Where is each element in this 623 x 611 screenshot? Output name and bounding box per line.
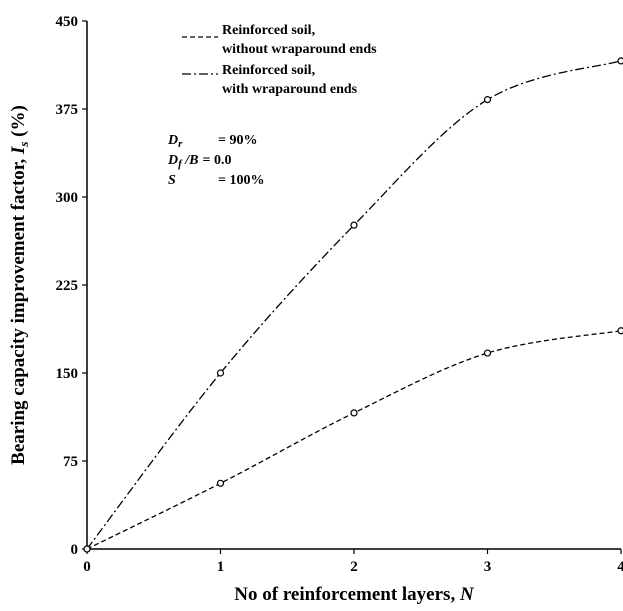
legend-label-1-line1: Reinforced soil, xyxy=(222,63,315,78)
legend-label-1-line2: with wraparound ends xyxy=(222,82,358,97)
x-tick-label-3: 3 xyxy=(484,559,492,575)
param-dfb: Df /B = 0.0 xyxy=(167,153,232,170)
param-dr: Dr = 90% xyxy=(167,133,257,150)
parameter-annotations: Dr = 90% Df /B = 0.0 S = 100% xyxy=(167,133,264,188)
x-tick-label-1: 1 xyxy=(217,559,225,575)
y-ticks: 0 75 150 225 300 375 450 xyxy=(56,14,87,558)
legend-label-0-line1: Reinforced soil, xyxy=(222,23,315,38)
x-ticks: 0 1 2 3 4 xyxy=(83,549,623,575)
x-tick-label-4: 4 xyxy=(617,559,623,575)
y-tick-label-1: 75 xyxy=(63,454,78,470)
series-1-point-4 xyxy=(617,57,623,65)
series-line-1 xyxy=(86,60,622,550)
x-tick-label-2: 2 xyxy=(350,559,358,575)
x-axis-title: No of reinforcement layers, N xyxy=(234,584,475,605)
series-1-point-2 xyxy=(350,221,358,229)
y-tick-label-3: 225 xyxy=(56,278,79,294)
x-tick-label-0: 0 xyxy=(83,559,91,575)
series-0-point-3 xyxy=(483,349,492,357)
y-tick-label-6: 450 xyxy=(56,14,79,30)
legend-label-0-line2: without wraparound ends xyxy=(222,42,377,57)
y-tick-label-5: 375 xyxy=(56,102,79,118)
legend: Reinforced soil, without wraparound ends… xyxy=(182,23,377,97)
series-0-point-2 xyxy=(350,409,358,417)
y-tick-label-0: 0 xyxy=(71,542,79,558)
y-tick-label-4: 300 xyxy=(56,190,79,206)
plot-area: 0 1 2 3 4 0 75 150 225 300 375 450 xyxy=(56,14,623,575)
series-0-point-1 xyxy=(216,479,225,487)
y-axis-title: Bearing capacity improvement factor, Is … xyxy=(8,105,31,465)
series-line-0 xyxy=(86,330,622,550)
series-0-point-4 xyxy=(617,327,623,335)
y-tick-label-2: 150 xyxy=(56,366,79,382)
series-layer xyxy=(83,57,623,553)
param-s: S = 100% xyxy=(168,173,264,188)
series-1-point-3 xyxy=(483,96,492,104)
series-1-point-0 xyxy=(83,545,91,553)
series-1-point-1 xyxy=(216,369,225,377)
